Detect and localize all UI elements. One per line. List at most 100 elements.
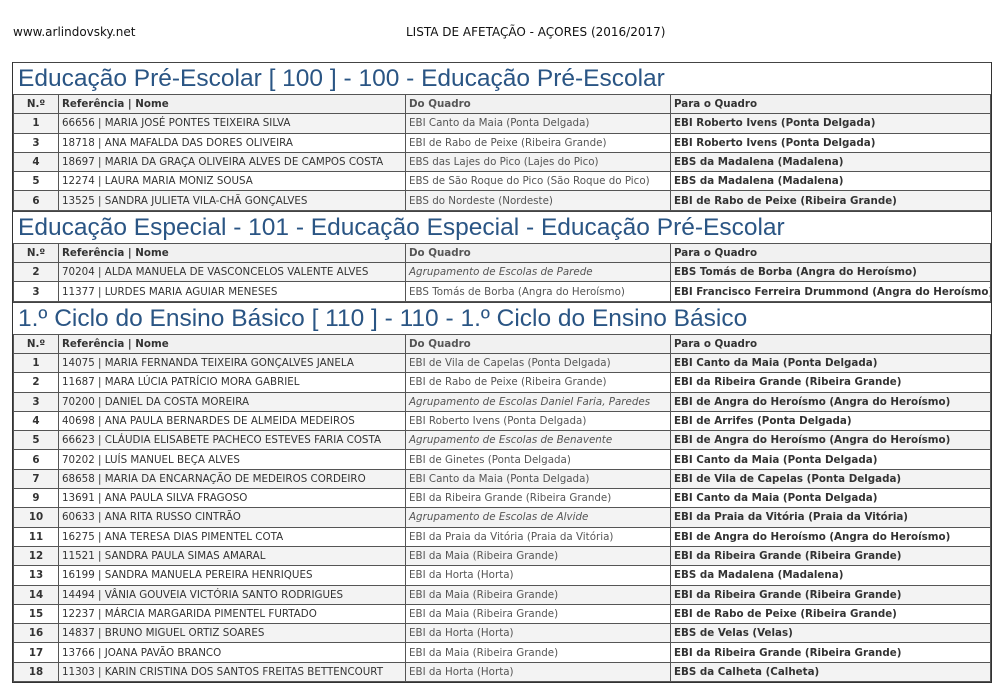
cell-reference-name: 70202 | LUÍS MANUEL BEÇA ALVES <box>58 449 406 470</box>
cell-number: 13 <box>13 565 59 586</box>
cell-number: 2 <box>13 262 59 283</box>
cell-number: 15 <box>13 603 59 625</box>
table-row: 10 60633 | ANA RITA RUSSO CINTRÃO Agrupame… <box>13 507 991 528</box>
cell-number: 16 <box>13 623 59 644</box>
cell-to-school: EBI Roberto Ivens (Ponta Delgada) <box>670 113 991 134</box>
cell-from-school: Agrupamento de Escolas Daniel Faria, Par… <box>405 391 671 412</box>
table-row: 9 13691 | ANA PAULA SILVA FRAGOSO EBI da R… <box>13 488 991 509</box>
cell-to-school: EBI de Rabo de Peixe (Ribeira Grande) <box>670 190 991 211</box>
cell-number: 2 <box>13 372 59 393</box>
column-header-number: N.º <box>13 93 59 115</box>
table-row: 4 18697 | MARIA DA GRAÇA OLIVEIRA ALVES D… <box>13 151 991 173</box>
cell-number: 1 <box>13 113 59 134</box>
cell-reference-name: 13766 | JOANA PAVÃO BRANCO <box>58 642 406 663</box>
table-row: 12 11521 | SANDRA PAULA SIMAS AMARAL EBI d… <box>13 545 991 567</box>
cell-from-school: EBI da Horta (Horta) <box>405 623 671 644</box>
cell-reference-name: 11687 | MARA LÚCIA PATRÍCIO MORA GABRIEL <box>58 372 406 393</box>
cell-from-school: EBI Canto da Maia (Ponta Delgada) <box>405 113 671 134</box>
column-header-from-school: Do Quadro <box>405 333 671 354</box>
cell-to-school: EBI Canto da Maia (Ponta Delgada) <box>670 352 991 374</box>
cell-reference-name: 13525 | SANDRA JULIETA VILA-CHÃ GONÇALVE… <box>58 190 406 211</box>
cell-from-school: EBI Roberto Ivens (Ponta Delgada) <box>405 410 671 432</box>
cell-reference-name: 11377 | LURDES MARIA AGUIAR MENESES <box>58 281 406 302</box>
cell-reference-name: 16275 | ANA TERESA DIAS PIMENTEL COTA <box>58 526 406 547</box>
cell-from-school: EBI de Rabo de Peixe (Ribeira Grande) <box>405 372 671 393</box>
cell-number: 18 <box>13 661 59 683</box>
table-row: 7 68658 | MARIA DA ENCARNAÇÃO DE MEDEIROS… <box>13 468 991 490</box>
table-row: 2 70204 | ALDA MANUELA DE VASCONCELOS VAL… <box>13 262 991 283</box>
table-row: 3 18718 | ANA MAFALDA DAS DORES OLIVEIRA E… <box>13 132 991 153</box>
column-header-number: N.º <box>13 242 59 264</box>
table-row: 3 11377 | LURDES MARIA AGUIAR MENESES EBS … <box>13 281 991 302</box>
cell-from-school: Agrupamento de Escolas de Benavente <box>405 430 671 451</box>
column-header-to-school: Para o Quadro <box>670 242 991 264</box>
cell-to-school: EBI Canto da Maia (Ponta Delgada) <box>670 488 991 509</box>
cell-number: 4 <box>13 151 59 173</box>
cell-number: 11 <box>13 526 59 547</box>
table-row: 6 13525 | SANDRA JULIETA VILA-CHÃ GONÇALV… <box>13 190 991 211</box>
cell-from-school: EBI Canto da Maia (Ponta Delgada) <box>405 468 671 490</box>
cell-reference-name: 18697 | MARIA DA GRAÇA OLIVEIRA ALVES DE… <box>58 151 406 173</box>
cell-from-school: EBI de Vila de Capelas (Ponta Delgada) <box>405 352 671 374</box>
cell-to-school: EBI da Praia da Vitória (Praia da Vitóri… <box>670 507 991 528</box>
cell-number: 3 <box>13 281 59 302</box>
table-row: 1 66656 | MARIA JOSÉ PONTES TEIXEIRA SILV… <box>13 113 991 134</box>
cell-to-school: EBI da Ribeira Grande (Ribeira Grande) <box>670 372 991 393</box>
cell-reference-name: 70204 | ALDA MANUELA DE VASCONCELOS VALE… <box>58 262 406 283</box>
cell-to-school: EBS Tomás de Borba (Angra do Heroísmo) <box>670 262 991 283</box>
cell-to-school: EBS de Velas (Velas) <box>670 623 991 644</box>
cell-to-school: EBI Roberto Ivens (Ponta Delgada) <box>670 132 991 153</box>
cell-to-school: EBI Francisco Ferreira Drummond (Angra d… <box>670 281 991 302</box>
table-row: 1 14075 | MARIA FERNANDA TEIXEIRA GONÇALV… <box>13 352 991 374</box>
cell-number: 1 <box>13 352 59 374</box>
table-row: 6 70202 | LUÍS MANUEL BEÇA ALVES EBI de Gi… <box>13 449 991 470</box>
section-title: 1.º Ciclo do Ensino Básico [ 110 ] - 110… <box>13 301 991 334</box>
section-title: Educação Especial - 101 - Educação Espec… <box>13 210 991 243</box>
column-header-from-school: Do Quadro <box>405 242 671 264</box>
column-header-number: N.º <box>13 333 59 354</box>
cell-to-school: EBI de Angra do Heroísmo (Angra do Heroí… <box>670 526 991 547</box>
cell-from-school: EBI da Maia (Ribeira Grande) <box>405 642 671 663</box>
cell-number: 3 <box>13 391 59 412</box>
document-title: LISTA DE AFETAÇÃO - AÇORES (2016/2017) <box>406 25 666 39</box>
section-title: Educação Pré-Escolar [ 100 ] - 100 - Edu… <box>13 62 991 94</box>
cell-to-school: EBI de Rabo de Peixe (Ribeira Grande) <box>670 603 991 625</box>
table-row: 5 12274 | LAURA MARIA MONIZ SOUSA EBS de S… <box>13 171 991 192</box>
cell-from-school: EBS de São Roque do Pico (São Roque do P… <box>405 171 671 192</box>
cell-from-school: EBI da Praia da Vitória (Praia da Vitóri… <box>405 526 671 547</box>
cell-to-school: EBS da Madalena (Madalena) <box>670 151 991 173</box>
cell-from-school: EBI de Ginetes (Ponta Delgada) <box>405 449 671 470</box>
cell-to-school: EBS da Madalena (Madalena) <box>670 171 991 192</box>
column-header-reference-name: Referência | Nome <box>58 242 406 264</box>
cell-reference-name: 68658 | MARIA DA ENCARNAÇÃO DE MEDEIROS … <box>58 468 406 490</box>
column-header-reference-name: Referência | Nome <box>58 93 406 115</box>
cell-to-school: EBI da Ribeira Grande (Ribeira Grande) <box>670 584 991 605</box>
table-header-row: N.º Referência | Nome Do Quadro Para o Quad… <box>13 93 991 115</box>
cell-reference-name: 14837 | BRUNO MIGUEL ORTIZ SOARES <box>58 623 406 644</box>
cell-to-school: EBS da Madalena (Madalena) <box>670 565 991 586</box>
cell-from-school: EBI da Maia (Ribeira Grande) <box>405 584 671 605</box>
table-row: 5 66623 | CLÁUDIA ELISABETE PACHECO ESTEV… <box>13 430 991 451</box>
cell-number: 6 <box>13 190 59 211</box>
column-header-to-school: Para o Quadro <box>670 93 991 115</box>
site-url: www.arlindovsky.net <box>13 25 136 39</box>
cell-to-school: EBI de Angra do Heroísmo (Angra do Heroí… <box>670 430 991 451</box>
cell-from-school: Agrupamento de Escolas de Parede <box>405 262 671 283</box>
allocation-table: N.º Referência | Nome Do Quadro Para o Quad… <box>13 333 991 683</box>
cell-to-school: EBI de Vila de Capelas (Ponta Delgada) <box>670 468 991 490</box>
allocation-table: N.º Referência | Nome Do Quadro Para o Quad… <box>13 242 991 302</box>
cell-number: 4 <box>13 410 59 432</box>
cell-number: 7 <box>13 468 59 490</box>
table-row: 16 14837 | BRUNO MIGUEL ORTIZ SOARES EBI d… <box>13 623 991 644</box>
cell-to-school: EBI de Angra do Heroísmo (Angra do Heroí… <box>670 391 991 412</box>
table-row: 17 13766 | JOANA PAVÃO BRANCO EBI da Maia … <box>13 642 991 663</box>
cell-reference-name: 70200 | DANIEL DA COSTA MOREIRA <box>58 391 406 412</box>
cell-reference-name: 18718 | ANA MAFALDA DAS DORES OLIVEIRA <box>58 132 406 153</box>
cell-from-school: EBS Tomás de Borba (Angra do Heroísmo) <box>405 281 671 302</box>
cell-from-school: EBI da Horta (Horta) <box>405 565 671 586</box>
cell-reference-name: 66656 | MARIA JOSÉ PONTES TEIXEIRA SILVA <box>58 113 406 134</box>
cell-reference-name: 40698 | ANA PAULA BERNARDES DE ALMEIDA M… <box>58 410 406 432</box>
cell-to-school: EBI da Ribeira Grande (Ribeira Grande) <box>670 642 991 663</box>
cell-from-school: EBI da Ribeira Grande (Ribeira Grande) <box>405 488 671 509</box>
cell-from-school: EBI da Maia (Ribeira Grande) <box>405 603 671 625</box>
